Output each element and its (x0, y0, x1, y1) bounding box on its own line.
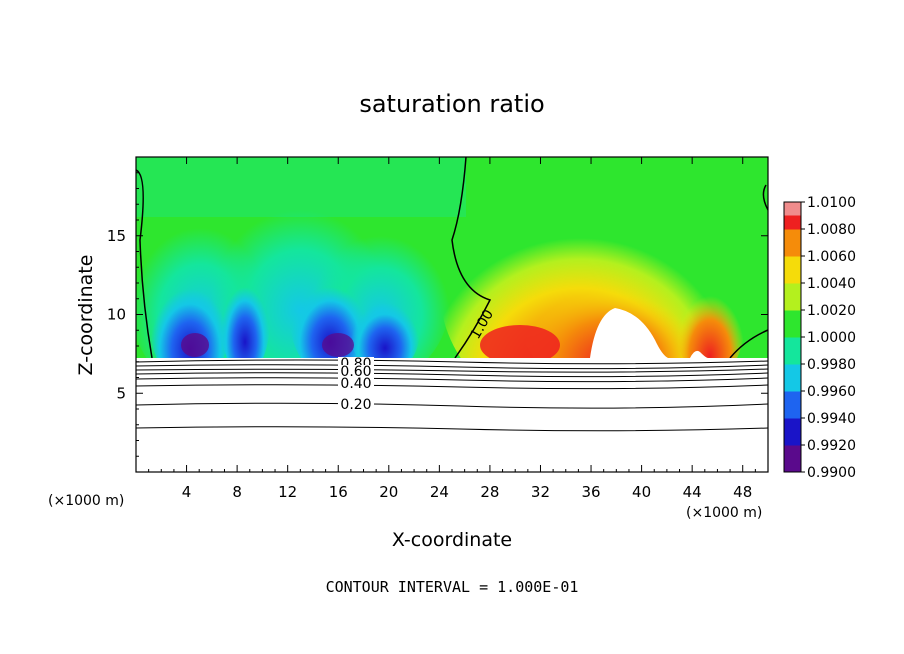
x-tick-label: 36 (581, 483, 600, 501)
y-tick-label: 5 (116, 384, 126, 402)
colorbar-segment (784, 337, 801, 365)
colorbar-segment (784, 256, 801, 284)
chart-title: saturation ratio (359, 90, 544, 118)
x-tick-label: 24 (430, 483, 449, 501)
colorbar-tick-label: 0.9940 (807, 411, 856, 427)
colorbar-tick-label: 0.9980 (807, 357, 856, 373)
colorbar-segment (784, 445, 801, 473)
x-axis-title: X-coordinate (392, 529, 512, 551)
contour-label-bg (338, 365, 374, 378)
colorbar-segment (784, 418, 801, 446)
x-tick-label: 48 (733, 483, 752, 501)
contour-label: 0.60 (340, 364, 371, 380)
contour-label: 0.20 (340, 397, 371, 413)
colorbar-tick-label: 0.9960 (807, 384, 856, 400)
x-tick-label: 32 (531, 483, 550, 501)
y-tick-label: 10 (107, 306, 126, 324)
contour-label-bg (338, 377, 374, 390)
x-unit-label-right: (×1000 m) (686, 505, 762, 521)
colorbar-tick-label: 1.0080 (807, 222, 856, 238)
colorbar-segment-top (784, 202, 801, 216)
contour-label-bg (338, 398, 374, 411)
x-axis-ticks: 4 8 12 16 20 24 28 32 36 40 44 48 (148, 157, 756, 501)
contour-interval-note: CONTOUR INTERVAL = 1.000E-01 (326, 578, 579, 596)
boundary-layer: 0.800.600.400.20 (135, 356, 769, 472)
contour-label: 0.40 (340, 376, 371, 392)
colorbar-tick-label: 1.0000 (807, 330, 856, 346)
colorbar-tick-label: 0.9900 (807, 465, 856, 481)
contour-lines (135, 359, 769, 432)
colorbar-tick-label: 0.9920 (807, 438, 856, 454)
y-tick-label: 15 (107, 227, 126, 245)
colorbar-segment (784, 364, 801, 392)
x-tick-label: 40 (632, 483, 651, 501)
x-unit-label-left: (×1000 m) (48, 493, 124, 509)
y-axis-title: Z-coordinate (75, 255, 97, 376)
contour-labels: 0.800.600.400.20 (338, 356, 374, 413)
y-axis-ticks: 5 10 15 (107, 172, 768, 457)
x-tick-label: 20 (379, 483, 398, 501)
colorbar-tick-label: 1.0020 (807, 303, 856, 319)
x-tick-label: 44 (683, 483, 702, 501)
x-tick-label: 28 (480, 483, 499, 501)
colorbar-tick-label: 1.0060 (807, 249, 856, 265)
colorbar-tick-label: 1.0100 (807, 195, 856, 211)
colorbar-segment (784, 283, 801, 311)
x-tick-label: 8 (232, 483, 242, 501)
x-tick-label: 4 (182, 483, 192, 501)
colorbar-tick-label: 1.0040 (807, 276, 856, 292)
color-field (136, 157, 768, 358)
x-tick-label: 12 (278, 483, 297, 501)
colorbar-segment (784, 229, 801, 257)
colorbar-segment (784, 310, 801, 338)
x-tick-label: 16 (329, 483, 348, 501)
colorbar: 0.9900 0.9920 0.9940 0.9960 0.9980 1.0000 1.00… (783, 195, 856, 481)
colorbar-segment (784, 391, 801, 419)
